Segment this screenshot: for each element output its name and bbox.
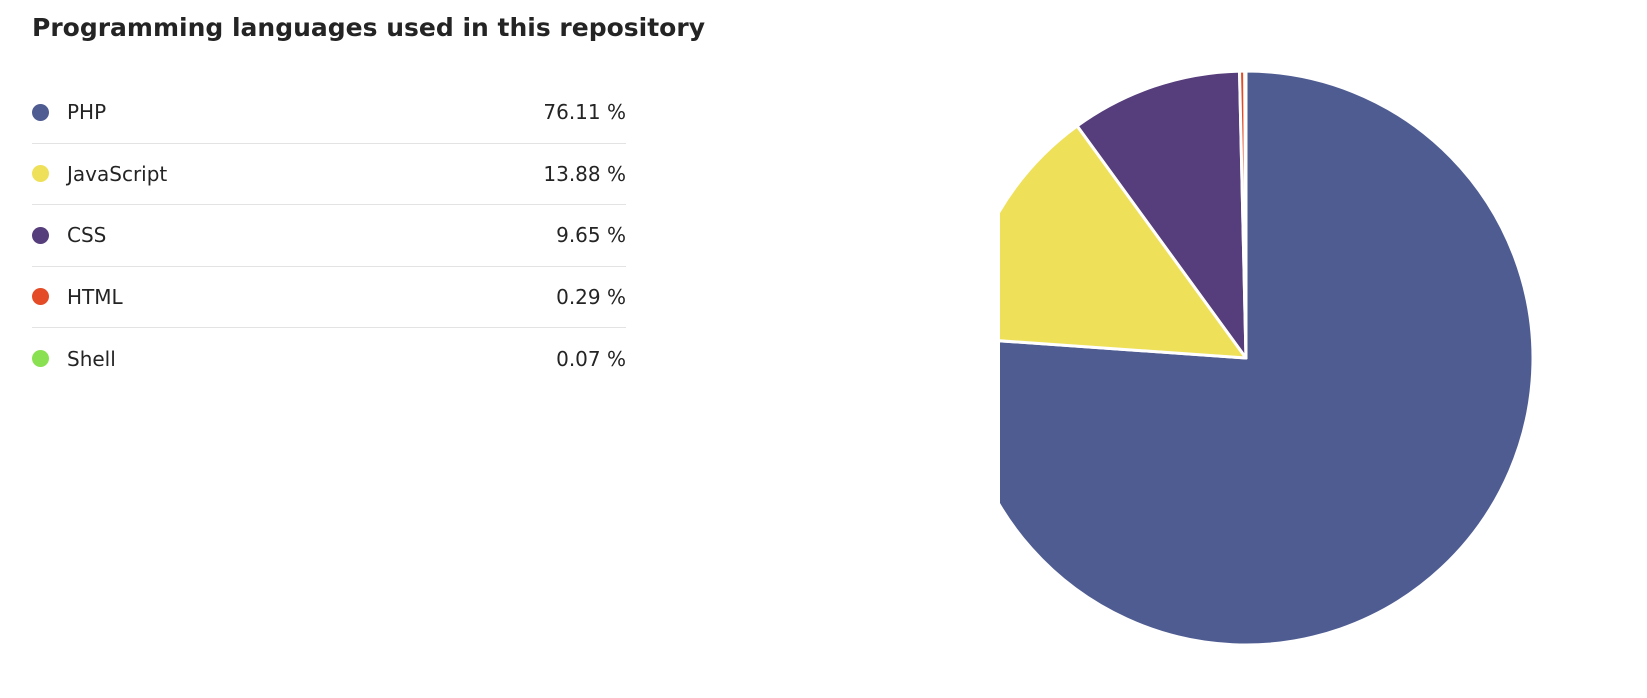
- legend-item-html: HTML 0.29 %: [32, 267, 626, 328]
- chart-title: Programming languages used in this repos…: [32, 13, 705, 42]
- legend-swatch-html: [32, 288, 49, 306]
- legend-value-php: 76.11 %: [543, 100, 626, 125]
- pie-slice-php[interactable]: [1000, 69, 1535, 647]
- pie-svg: [1000, 69, 1535, 647]
- legend-label-css: CSS: [67, 223, 107, 248]
- legend-item-css: CSS 9.65 %: [32, 205, 626, 267]
- legend-swatch-css: [32, 226, 49, 244]
- pie-chart: [1000, 60, 1620, 690]
- legend-value-shell: 0.07 %: [556, 346, 626, 371]
- legend-label-javascript: JavaScript: [67, 161, 168, 186]
- legend-label-html: HTML: [67, 284, 123, 309]
- legend: PHP 76.11 % JavaScript 13.88 % CSS 9.65 …: [32, 82, 626, 390]
- legend-swatch-shell: [32, 350, 49, 368]
- pie-slice-css[interactable]: [1075, 69, 1248, 360]
- legend-item-shell: Shell 0.07 %: [32, 328, 626, 390]
- legend-label-php: PHP: [67, 100, 107, 125]
- legend-value-css: 9.65 %: [556, 223, 626, 248]
- pie-slice-javascript[interactable]: [1000, 124, 1248, 360]
- legend-swatch-javascript: [32, 165, 49, 183]
- pie-slice-shell[interactable]: [1243, 69, 1248, 360]
- legend-value-javascript: 13.88 %: [543, 161, 626, 186]
- legend-label-shell: Shell: [67, 346, 116, 371]
- legend-value-html: 0.29 %: [556, 284, 626, 309]
- legend-item-php: PHP 76.11 %: [32, 82, 626, 144]
- legend-item-javascript: JavaScript 13.88 %: [32, 144, 626, 205]
- legend-swatch-php: [32, 103, 49, 121]
